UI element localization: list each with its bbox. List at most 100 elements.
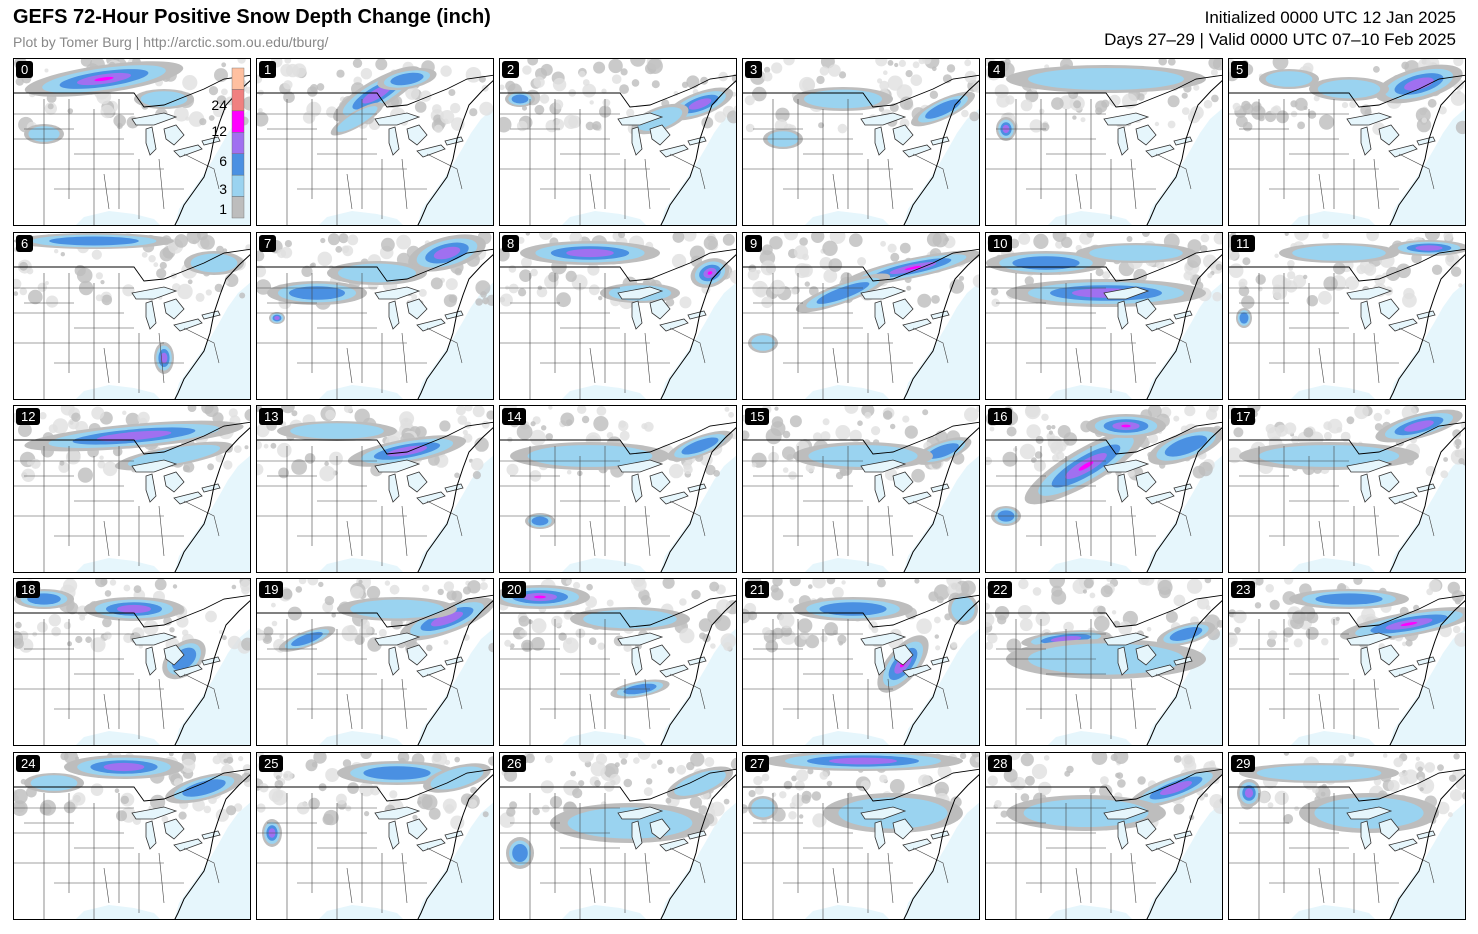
state-boundary (887, 332, 894, 384)
great-lake (617, 112, 664, 126)
ocean-area (76, 211, 160, 225)
snow-trace-blob (19, 287, 28, 296)
snow-trace-blob (384, 580, 391, 586)
snow-trace-blob (1039, 108, 1045, 114)
snow-trace-blob (414, 101, 427, 113)
snow-trace-blob (47, 103, 54, 110)
snow-trace-blob (185, 116, 190, 121)
snow-trace-blob (570, 770, 576, 777)
snow-trace-blob (527, 59, 539, 66)
snow-trace-blob (222, 635, 227, 641)
snow-trace-blob (1017, 605, 1032, 619)
snow-trace-blob (609, 773, 621, 786)
state-boundary (1373, 505, 1380, 557)
snow-trace-blob (54, 249, 59, 254)
snow-trace-blob (475, 280, 491, 296)
great-lake (1173, 830, 1193, 840)
snow-trace-blob (72, 792, 86, 806)
snow-trace-blob (244, 408, 250, 422)
state-boundary (401, 505, 408, 557)
member-panel-8: 8 (499, 232, 737, 400)
snow-trace-blob (705, 464, 716, 476)
snow-trace-blob (1200, 233, 1210, 243)
snow-trace-blob (320, 237, 326, 244)
valid-time: Days 27–29 | Valid 0000 UTC 07–10 Feb 20… (1104, 30, 1456, 49)
snow-trace-blob (221, 88, 228, 96)
member-number-label: 21 (745, 581, 770, 598)
great-lake (1416, 310, 1436, 320)
great-lake (406, 471, 428, 493)
snow-trace-blob (445, 278, 458, 291)
snow-trace-blob (509, 801, 518, 810)
great-lake (173, 144, 203, 158)
snow-trace-blob (553, 99, 564, 110)
snow-trace-blob (761, 773, 770, 782)
snow-trace-blob (1019, 443, 1036, 460)
state-boundary (1075, 520, 1082, 557)
great-lake (1103, 459, 1150, 473)
snow-trace-blob (986, 641, 994, 650)
snow-trace-blob (14, 788, 28, 805)
great-lake (374, 112, 421, 126)
state-boundary (346, 520, 353, 557)
great-lake (1117, 300, 1129, 330)
snow-trace-blob (743, 430, 750, 440)
snow-trace-blob (1199, 245, 1208, 253)
great-lake (131, 459, 178, 473)
snow-trace-blob (841, 580, 846, 585)
snow-band (534, 595, 546, 599)
snow-trace-blob (1211, 94, 1219, 103)
coastline (1389, 80, 1465, 225)
snow-trace-blob (454, 756, 460, 763)
snow-trace-blob (828, 64, 841, 77)
great-lake (145, 300, 157, 330)
snow-trace-blob (679, 598, 687, 606)
snow-trace-blob (1057, 425, 1071, 438)
snow-trace-blob (216, 753, 227, 759)
snow-trace-blob (197, 233, 208, 241)
great-lake (163, 471, 185, 493)
snow-trace-blob (389, 584, 400, 595)
snow-band-layer (1006, 767, 1222, 831)
snow-band (1256, 765, 1382, 781)
snow-trace-blob (1212, 291, 1222, 302)
snow-trace-blob (279, 633, 285, 639)
state-boundary (669, 153, 706, 190)
state-boundary (158, 678, 165, 730)
great-lake (1378, 124, 1400, 146)
snow-trace-blob (1173, 803, 1185, 815)
snow-trace-blob (517, 236, 525, 244)
snow-trace-blob (381, 237, 395, 252)
snow-trace-blob (1018, 233, 1031, 245)
ocean-area (174, 282, 250, 399)
snow-trace-blob (782, 467, 789, 473)
snow-trace-blob (541, 425, 547, 431)
snow-trace-blob (548, 271, 559, 283)
snow-trace-blob (444, 759, 451, 766)
state-boundary (1155, 500, 1192, 537)
snow-trace-blob (667, 766, 675, 774)
great-lake (406, 298, 428, 320)
colorbar-tick-label: 1 (219, 201, 227, 217)
state-boundary (1155, 847, 1192, 884)
coastline (174, 254, 250, 399)
snow-trace-blob (710, 643, 716, 649)
snow-band-layer (24, 420, 244, 471)
snow-trace-blob (313, 753, 327, 764)
snow-trace-blob (1031, 763, 1048, 780)
snow-trace-blob (1167, 59, 1176, 66)
great-lake (444, 136, 464, 146)
state-boundary (589, 867, 596, 904)
country-border (500, 594, 736, 628)
snow-trace-blob (588, 637, 597, 645)
snow-trace-blob (861, 406, 875, 417)
snow-trace-blob (702, 634, 711, 643)
snow-trace-blob (1283, 627, 1294, 638)
great-lake (201, 830, 221, 840)
colorbar-tick-label: 12 (211, 123, 227, 139)
snow-trace-blob (1360, 104, 1372, 116)
snow-trace-blob (1462, 791, 1465, 800)
snow-trace-blob (1319, 114, 1335, 130)
snow-trace-blob (1002, 451, 1018, 467)
snow-trace-blob (65, 449, 81, 465)
